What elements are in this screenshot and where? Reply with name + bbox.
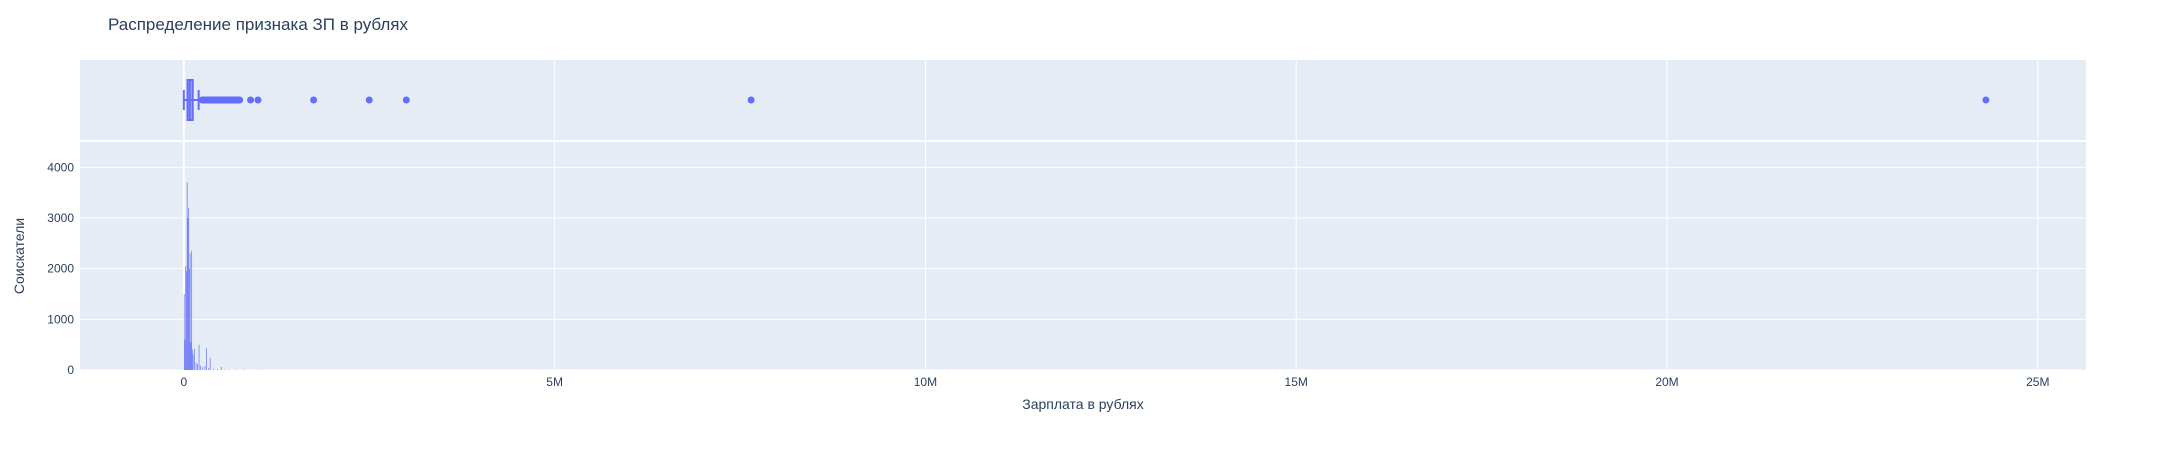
box-outlier-point[interactable]	[310, 96, 318, 104]
histogram-bar[interactable]	[189, 253, 191, 370]
box-outlier-point[interactable]	[254, 96, 262, 104]
y-tick-label: 0	[67, 363, 74, 377]
x-tick-label: 0	[180, 375, 187, 389]
histogram-panel: 0 1000 2000 3000 4000 0 5M 10M 15M 20M 25M	[47, 142, 2086, 389]
x-axis-ticks: 0 5M 10M 15M 20M 25M	[180, 375, 2049, 389]
histogram-bar[interactable]	[184, 339, 186, 370]
histogram-bar[interactable]	[187, 218, 189, 370]
histogram-bar[interactable]	[186, 271, 187, 370]
histogram-bar[interactable]	[189, 268, 190, 370]
x-tick-label: 5M	[546, 375, 563, 389]
histogram-bar[interactable]	[197, 363, 198, 370]
histogram-bar[interactable]	[192, 354, 194, 370]
y-tick-label: 2000	[47, 262, 74, 276]
histogram-bar[interactable]	[206, 348, 207, 370]
histogram-bar[interactable]	[209, 357, 211, 370]
histogram-bar[interactable]	[224, 369, 226, 370]
histogram-bar[interactable]	[190, 342, 192, 370]
histogram-bar[interactable]	[220, 366, 222, 370]
histogram-bar[interactable]	[200, 365, 201, 370]
histogram-bar[interactable]	[186, 182, 188, 370]
histogram-grid	[80, 142, 2086, 371]
box-dense-outliers[interactable]	[198, 96, 244, 104]
y-axis-ticks: 0 1000 2000 3000 4000	[47, 160, 74, 377]
histogram-bar[interactable]	[202, 366, 204, 370]
box-outlier-point[interactable]	[365, 96, 373, 104]
histogram-bar[interactable]	[213, 368, 215, 370]
box-outlier-point[interactable]	[402, 96, 410, 104]
histogram-bar[interactable]	[217, 368, 218, 370]
histogram-bar[interactable]	[188, 207, 190, 370]
histogram-bar[interactable]	[235, 369, 237, 370]
box-outlier-point[interactable]	[747, 96, 755, 104]
x-tick-label: 25M	[2026, 375, 2049, 389]
histogram-background	[80, 142, 2086, 370]
histogram-bar[interactable]	[198, 344, 200, 370]
histogram-bar[interactable]	[204, 365, 206, 370]
y-axis-title: Соискатели	[11, 218, 27, 294]
box-outlier-point[interactable]	[1982, 96, 1990, 104]
histogram-bar[interactable]	[228, 369, 230, 370]
box-plot-panel	[80, 60, 2086, 140]
box-plot-marks[interactable]	[182, 79, 1990, 121]
y-tick-label: 4000	[47, 160, 74, 174]
histogram-bar[interactable]	[183, 294, 185, 370]
box-outlier-point[interactable]	[247, 96, 255, 104]
histogram-bar[interactable]	[191, 349, 193, 370]
y-tick-label: 3000	[47, 211, 74, 225]
chart-title: Распределение признака ЗП в рублях	[108, 15, 409, 34]
histogram-bar[interactable]	[208, 367, 210, 370]
y-tick-label: 1000	[47, 312, 74, 326]
x-axis-title: Зарплата в рублях	[1022, 396, 1143, 412]
x-tick-label: 15M	[1285, 375, 1308, 389]
histogram-bars[interactable]	[183, 182, 259, 370]
x-tick-label: 10M	[914, 375, 937, 389]
histogram-bar[interactable]	[185, 266, 187, 370]
x-tick-label: 20M	[1655, 375, 1678, 389]
histogram-bar[interactable]	[191, 250, 193, 370]
histogram-bar[interactable]	[195, 362, 197, 370]
box-plot-background	[80, 60, 2086, 140]
histogram-bar[interactable]	[194, 348, 196, 370]
